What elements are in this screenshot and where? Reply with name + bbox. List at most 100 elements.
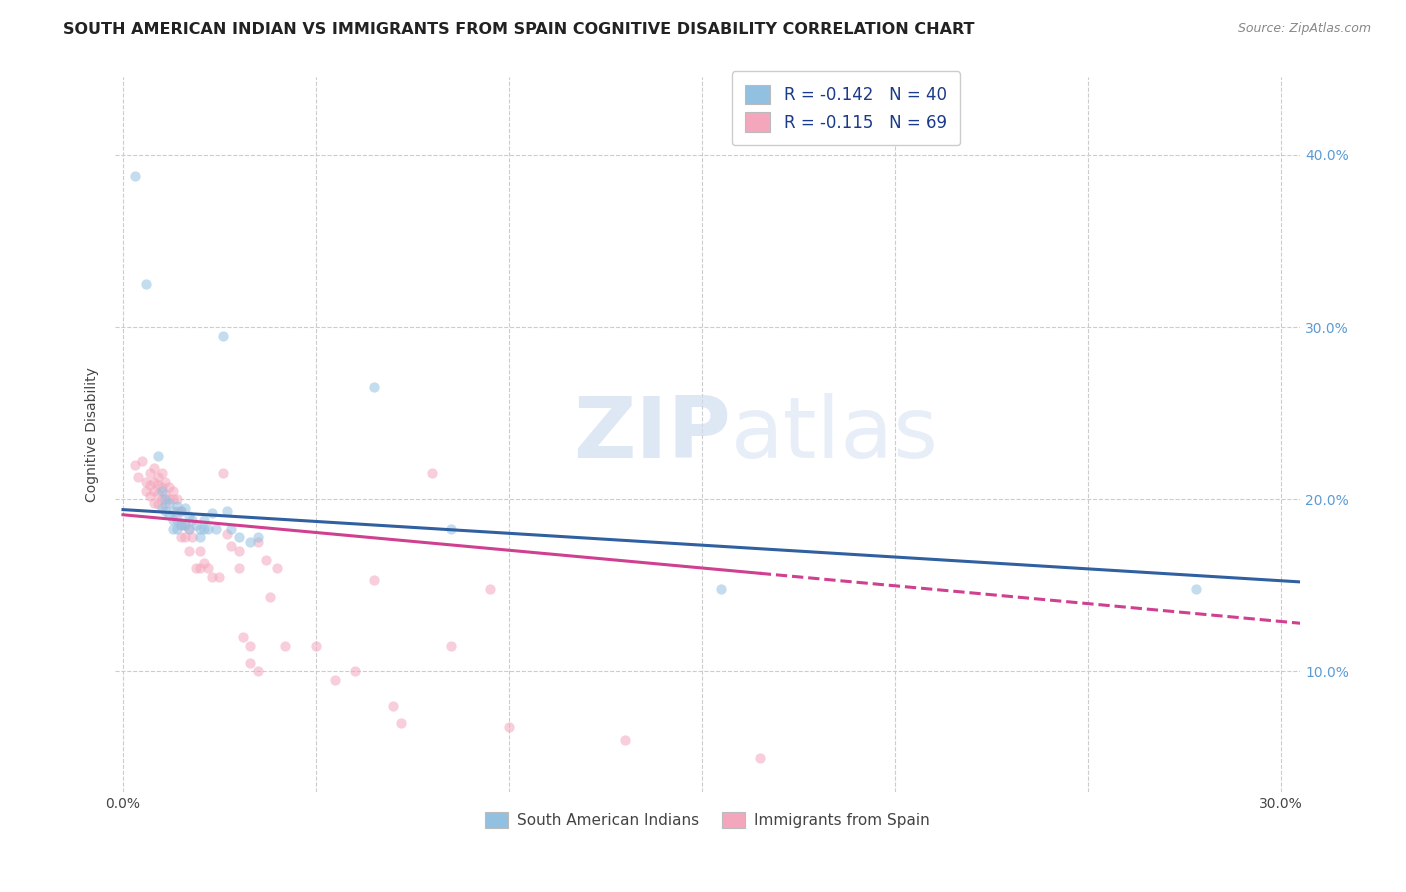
- Point: [124, 458, 146, 472]
- Point: [173, 530, 195, 544]
- Point: [177, 509, 200, 524]
- Point: [142, 496, 165, 510]
- Point: [217, 526, 239, 541]
- Point: [420, 467, 443, 481]
- Point: [135, 475, 157, 489]
- Point: [139, 489, 162, 503]
- Point: [188, 544, 211, 558]
- Point: [150, 492, 173, 507]
- Point: [155, 475, 177, 489]
- Point: [155, 492, 177, 507]
- Point: [177, 544, 200, 558]
- Point: [201, 506, 224, 520]
- Point: [162, 483, 184, 498]
- Point: [173, 500, 195, 515]
- Point: [155, 487, 177, 501]
- Point: [188, 561, 211, 575]
- Point: [139, 478, 162, 492]
- Point: [142, 475, 165, 489]
- Point: [228, 561, 250, 575]
- Point: [266, 561, 288, 575]
- Point: [440, 639, 463, 653]
- Point: [389, 716, 412, 731]
- Point: [170, 504, 193, 518]
- Point: [186, 518, 208, 533]
- Point: [498, 720, 520, 734]
- Text: Source: ZipAtlas.com: Source: ZipAtlas.com: [1237, 22, 1371, 36]
- Y-axis label: Cognitive Disability: Cognitive Disability: [86, 368, 100, 502]
- Point: [186, 561, 208, 575]
- Text: ZIP: ZIP: [574, 393, 731, 476]
- Point: [150, 480, 173, 494]
- Point: [157, 496, 180, 510]
- Point: [228, 530, 250, 544]
- Point: [212, 467, 235, 481]
- Point: [363, 380, 385, 394]
- Point: [188, 530, 211, 544]
- Point: [228, 544, 250, 558]
- Point: [170, 530, 193, 544]
- Point: [204, 522, 226, 536]
- Point: [155, 504, 177, 518]
- Text: atlas: atlas: [731, 393, 939, 476]
- Point: [150, 467, 173, 481]
- Point: [208, 570, 231, 584]
- Point: [201, 570, 224, 584]
- Point: [177, 522, 200, 536]
- Point: [166, 492, 188, 507]
- Point: [173, 518, 195, 533]
- Point: [127, 470, 149, 484]
- Point: [162, 522, 184, 536]
- Point: [146, 487, 169, 501]
- Point: [247, 665, 270, 679]
- Point: [323, 673, 346, 687]
- Point: [613, 733, 636, 747]
- Point: [135, 483, 157, 498]
- Point: [124, 169, 146, 183]
- Point: [166, 499, 188, 513]
- Point: [131, 454, 153, 468]
- Point: [150, 483, 173, 498]
- Point: [217, 504, 239, 518]
- Point: [193, 513, 215, 527]
- Point: [478, 582, 501, 596]
- Point: [710, 582, 733, 596]
- Point: [239, 535, 262, 549]
- Point: [382, 698, 405, 713]
- Point: [259, 591, 281, 605]
- Point: [181, 513, 204, 527]
- Point: [748, 750, 770, 764]
- Point: [1185, 582, 1208, 596]
- Point: [363, 573, 385, 587]
- Point: [157, 492, 180, 507]
- Point: [170, 518, 193, 533]
- Point: [193, 556, 215, 570]
- Point: [232, 630, 254, 644]
- Point: [219, 539, 242, 553]
- Point: [197, 522, 219, 536]
- Point: [239, 656, 262, 670]
- Point: [274, 639, 297, 653]
- Point: [146, 449, 169, 463]
- Point: [142, 483, 165, 498]
- Point: [239, 639, 262, 653]
- Point: [146, 478, 169, 492]
- Point: [188, 522, 211, 536]
- Point: [157, 508, 180, 522]
- Point: [146, 498, 169, 512]
- Point: [247, 535, 270, 549]
- Point: [166, 504, 188, 518]
- Point: [170, 504, 193, 518]
- Point: [162, 513, 184, 527]
- Point: [146, 470, 169, 484]
- Point: [193, 522, 215, 536]
- Point: [197, 561, 219, 575]
- Point: [254, 552, 277, 566]
- Point: [212, 328, 235, 343]
- Point: [157, 480, 180, 494]
- Text: SOUTH AMERICAN INDIAN VS IMMIGRANTS FROM SPAIN COGNITIVE DISABILITY CORRELATION : SOUTH AMERICAN INDIAN VS IMMIGRANTS FROM…: [63, 22, 974, 37]
- Point: [181, 530, 204, 544]
- Point: [247, 530, 270, 544]
- Point: [305, 639, 328, 653]
- Point: [166, 513, 188, 527]
